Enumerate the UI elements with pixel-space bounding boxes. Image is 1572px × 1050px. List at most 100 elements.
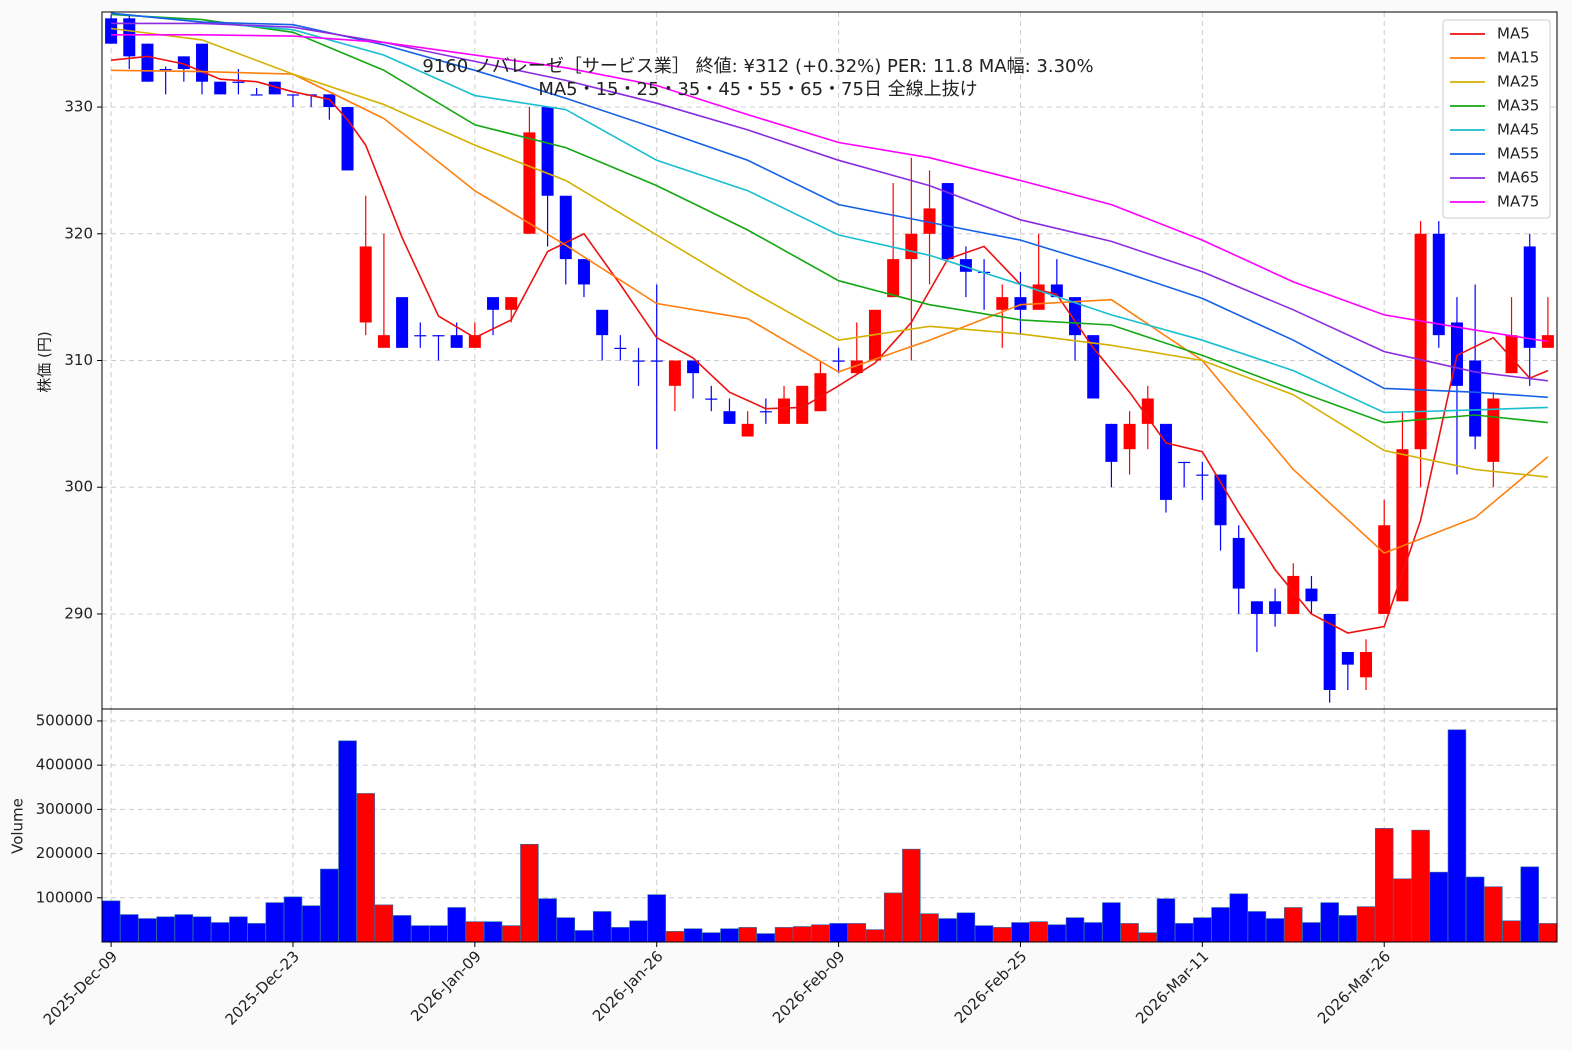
ma-line	[111, 13, 1548, 424]
y-tick-label: 200000	[36, 844, 93, 862]
candle-body	[1487, 398, 1500, 462]
volume-bar	[1393, 878, 1412, 943]
volume-bar	[1429, 871, 1448, 943]
volume-bar	[520, 843, 539, 943]
candle-body	[341, 107, 354, 171]
volume-bar	[211, 922, 230, 943]
x-tick-label: 2026-Feb-25	[951, 947, 1031, 1027]
x-tick-label: 2026-Mar-26	[1314, 947, 1394, 1027]
ma-line	[111, 22, 1548, 382]
legend-box	[1442, 19, 1551, 219]
legend-label: MA45	[1497, 121, 1539, 139]
candle-body	[1341, 651, 1354, 665]
candle-body	[377, 335, 390, 348]
candle-body	[432, 335, 445, 337]
candle-body	[996, 297, 1009, 310]
chart-subtitle: MA5・15・25・35・45・55・65・75日 全線上抜け	[538, 79, 977, 100]
volume-bar	[1356, 906, 1376, 943]
candle-body	[541, 107, 554, 196]
volume-axis-label: Volume	[9, 798, 27, 854]
volume-bar	[1465, 876, 1485, 943]
volume-bar	[1247, 911, 1267, 943]
y-tick-label: 320	[64, 224, 93, 242]
candle-body	[1014, 297, 1027, 310]
candle-body	[196, 43, 209, 82]
volume-bar	[1520, 866, 1539, 943]
candle-body	[359, 246, 372, 323]
y-tick-label: 100000	[36, 888, 93, 906]
candle-body	[1523, 246, 1536, 348]
volume-frame	[101, 708, 1558, 943]
volume-bar	[847, 923, 866, 943]
candle-body	[723, 411, 736, 424]
volume-bar	[1156, 898, 1176, 943]
volume-bar	[1302, 922, 1321, 943]
volume-bar	[774, 927, 794, 943]
x-tick-label: 2025-Dec-09	[40, 947, 121, 1028]
candle-body	[414, 335, 427, 337]
candle-body	[778, 398, 791, 424]
volume-bar	[702, 932, 721, 943]
volume-bar	[1265, 918, 1285, 943]
candle-body	[668, 360, 681, 386]
candle-body	[1105, 423, 1118, 462]
legend-label: MA15	[1497, 49, 1539, 67]
ma-line	[111, 55, 1549, 634]
volume-bar	[683, 928, 703, 943]
volume-bar	[229, 916, 248, 943]
candle-body	[687, 360, 700, 374]
candle-body	[1141, 398, 1154, 424]
volume-bar	[1411, 829, 1430, 943]
candle-body	[1541, 335, 1554, 348]
candle-body	[1196, 474, 1209, 476]
candle-body	[214, 81, 227, 95]
volume-bar	[374, 904, 394, 943]
candle-body	[796, 385, 809, 424]
x-tick-label: 2026-Mar-11	[1132, 947, 1212, 1027]
volume-bar	[1229, 893, 1248, 943]
candle-body	[1087, 335, 1100, 399]
candle-body	[141, 43, 154, 82]
volume-bar	[920, 913, 939, 943]
volume-bar	[611, 927, 630, 943]
volume-bar	[1029, 921, 1048, 943]
candle-body	[941, 183, 954, 260]
volume-bar	[447, 907, 466, 943]
candle-body	[650, 360, 663, 362]
volume-bar	[756, 933, 776, 943]
volume-bar	[865, 929, 885, 943]
volume-bar	[192, 916, 212, 943]
volume-bar	[392, 915, 412, 943]
volume-bar	[1484, 886, 1503, 943]
y-tick-label: 300	[64, 478, 93, 496]
volume-bar	[647, 894, 666, 943]
candle-body	[468, 335, 481, 348]
volume-bar	[411, 925, 430, 943]
volume-bar	[483, 921, 503, 943]
ma-line	[111, 12, 1548, 399]
candle-body	[1396, 449, 1409, 602]
candle-body	[1269, 601, 1282, 614]
candle-body	[1414, 233, 1427, 450]
volume-bar	[356, 793, 375, 943]
y-axis-label: 株価 (円)	[36, 331, 54, 392]
ma-line	[111, 69, 1549, 555]
volume-bar	[429, 925, 448, 943]
volume-bar	[1320, 902, 1339, 943]
candle-body	[596, 309, 609, 336]
ma-line	[111, 27, 1548, 478]
candle-body	[1469, 360, 1482, 437]
candle-body	[832, 360, 845, 362]
volume-bar	[101, 900, 121, 943]
volume-bar	[902, 848, 921, 943]
volume-bar	[993, 927, 1012, 943]
candle-body	[923, 208, 936, 234]
candle-body	[759, 411, 772, 413]
volume-bar	[720, 928, 739, 943]
candle-body	[396, 297, 409, 348]
volume-bar	[265, 902, 284, 943]
y-tick-label: 300000	[36, 800, 93, 818]
candle-body	[159, 69, 172, 71]
volume-bar	[465, 921, 485, 943]
